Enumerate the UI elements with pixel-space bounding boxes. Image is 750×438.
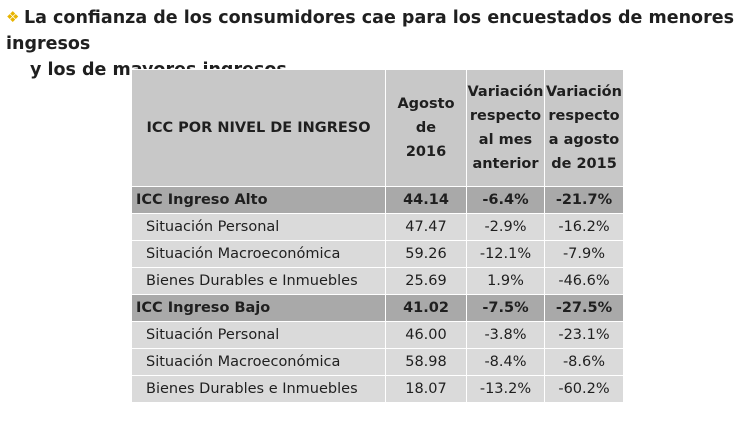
header-text: Variación <box>546 84 622 100</box>
row-label: ICC Ingreso Bajo <box>131 294 386 322</box>
table-row: Bienes Durables e Inmuebles 25.69 1.9% -… <box>131 267 624 295</box>
cell-august-2016: 59.26 <box>385 240 467 268</box>
header-variation-month: Variación respecto al mes anterior <box>466 69 545 187</box>
row-label: ICC Ingreso Alto <box>131 186 386 214</box>
cell-variation-month: 1.9% <box>466 267 545 295</box>
header-text: al mes <box>478 132 533 148</box>
cell-variation-year: -16.2% <box>544 213 624 241</box>
header-income-level: ICC POR NIVEL DE INGRESO <box>131 69 386 187</box>
cell-variation-year: -60.2% <box>544 375 624 403</box>
cell-variation-month: -6.4% <box>466 186 545 214</box>
row-label: Situación Macroeconómica <box>131 348 386 376</box>
header-text: Agosto de <box>397 96 455 136</box>
row-label: Situación Macroeconómica <box>131 240 386 268</box>
cell-august-2016: 44.14 <box>385 186 467 214</box>
table-row-icc-ingreso-bajo: ICC Ingreso Bajo 41.02 -7.5% -27.5% <box>131 294 624 322</box>
header-text: 2016 <box>405 144 447 160</box>
cell-variation-month: -3.8% <box>466 321 545 349</box>
heading-line-1: La confianza de los consumidores cae par… <box>6 8 734 54</box>
table-row: Situación Macroeconómica 59.26 -12.1% -7… <box>131 240 624 268</box>
cell-variation-year: -8.6% <box>544 348 624 376</box>
icc-income-table: ICC POR NIVEL DE INGRESO Agosto de 2016 … <box>131 69 624 403</box>
cell-variation-month: -2.9% <box>466 213 545 241</box>
table-row: Situación Macroeconómica 58.98 -8.4% -8.… <box>131 348 624 376</box>
header-variation-year: Variación respecto a agosto de 2015 <box>544 69 624 187</box>
header-text: respecto <box>548 108 620 124</box>
header-text: de 2015 <box>551 156 617 172</box>
cell-august-2016: 25.69 <box>385 267 467 295</box>
cell-august-2016: 47.47 <box>385 213 467 241</box>
cell-variation-year: -21.7% <box>544 186 624 214</box>
table-row: Situación Personal 47.47 -2.9% -16.2% <box>131 213 624 241</box>
cell-variation-month: -7.5% <box>466 294 545 322</box>
row-label: Bienes Durables e Inmuebles <box>131 375 386 403</box>
diamond-bullet-icon: ❖ <box>6 8 20 26</box>
row-label: Situación Personal <box>131 321 386 349</box>
cell-august-2016: 46.00 <box>385 321 467 349</box>
row-label: Situación Personal <box>131 213 386 241</box>
header-august-2016: Agosto de 2016 <box>385 69 467 187</box>
cell-variation-month: -12.1% <box>466 240 545 268</box>
cell-august-2016: 18.07 <box>385 375 467 403</box>
row-label: Bienes Durables e Inmuebles <box>131 267 386 295</box>
header-text: a agosto <box>548 132 620 148</box>
cell-variation-year: -7.9% <box>544 240 624 268</box>
table-row-icc-ingreso-alto: ICC Ingreso Alto 44.14 -6.4% -21.7% <box>131 186 624 214</box>
cell-august-2016: 58.98 <box>385 348 467 376</box>
header-text: Variación <box>467 84 544 100</box>
table-row: Situación Personal 46.00 -3.8% -23.1% <box>131 321 624 349</box>
cell-variation-year: -46.6% <box>544 267 624 295</box>
table-row: Bienes Durables e Inmuebles 18.07 -13.2%… <box>131 375 624 403</box>
cell-variation-year: -23.1% <box>544 321 624 349</box>
table-header-row: ICC POR NIVEL DE INGRESO Agosto de 2016 … <box>131 69 624 187</box>
header-text: respecto <box>469 108 542 124</box>
cell-variation-year: -27.5% <box>544 294 624 322</box>
cell-variation-month: -8.4% <box>466 348 545 376</box>
cell-august-2016: 41.02 <box>385 294 467 322</box>
header-text: anterior <box>472 156 539 172</box>
cell-variation-month: -13.2% <box>466 375 545 403</box>
